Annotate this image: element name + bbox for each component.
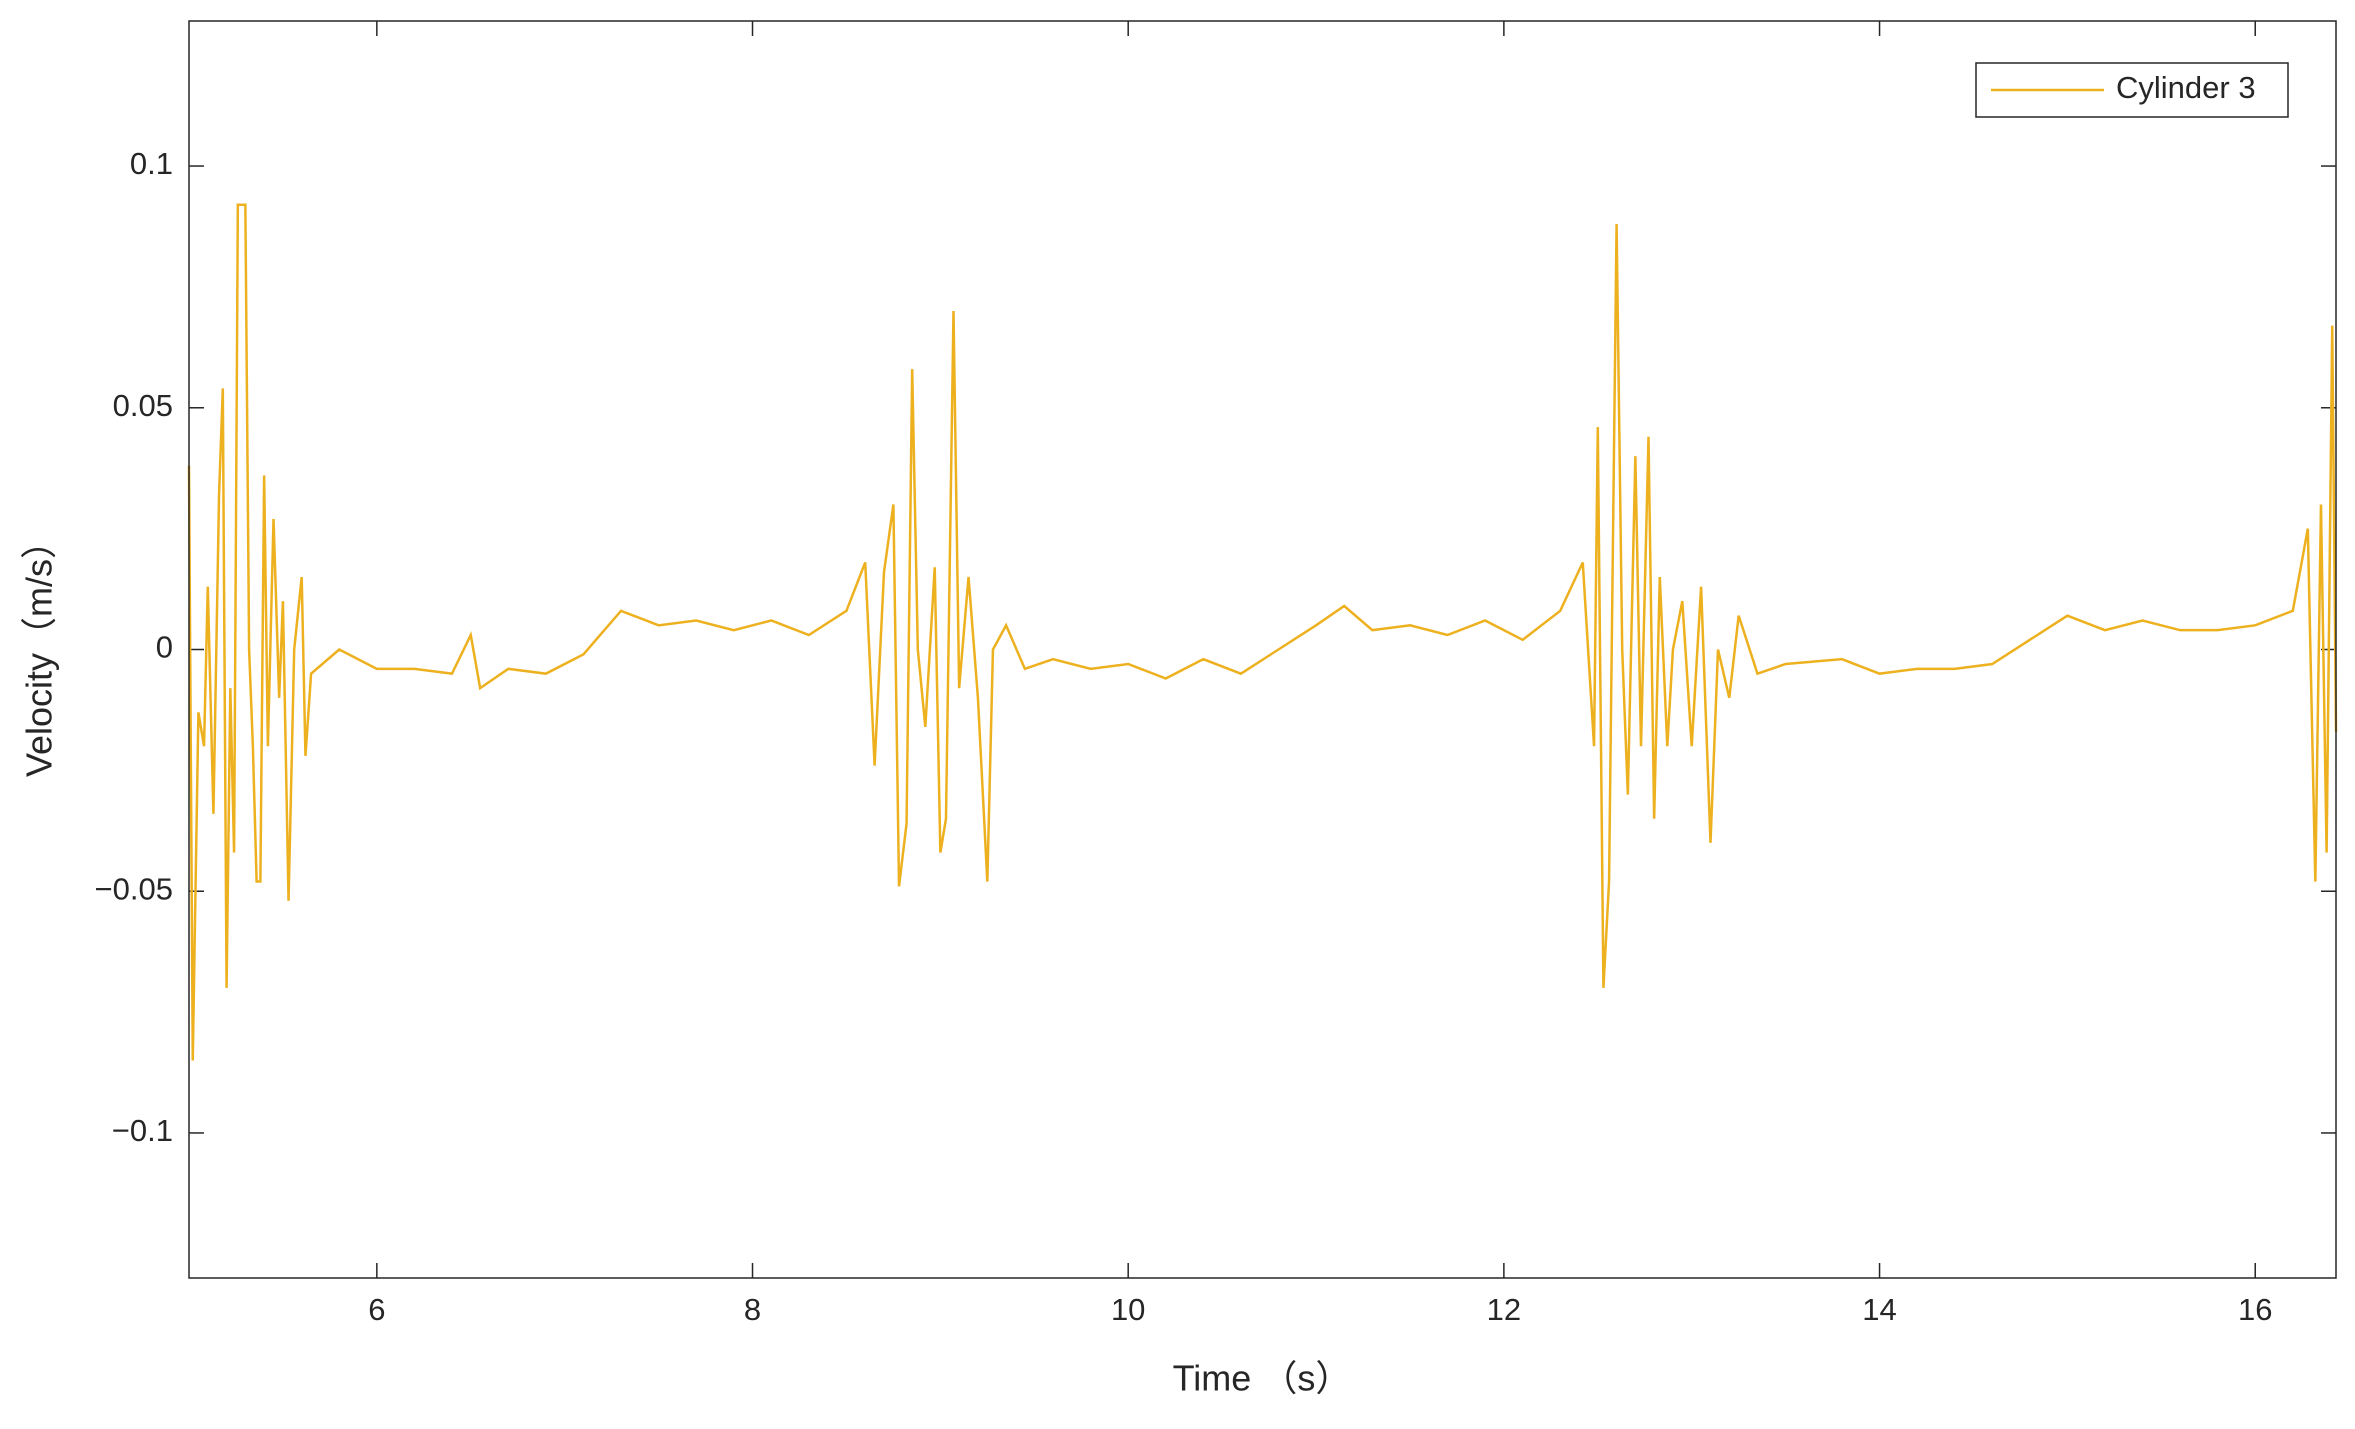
plot-frame — [188, 20, 2337, 1279]
data-line — [187, 203, 2338, 1061]
x-tick-label: 16 — [2238, 1292, 2272, 1327]
y-tick-label: −0.05 — [95, 871, 173, 906]
x-tick-label: 6 — [368, 1292, 385, 1327]
x-tick-label: 14 — [1862, 1292, 1896, 1327]
x-tick-label: 10 — [1111, 1292, 1145, 1327]
x-tick-label: 12 — [1487, 1292, 1521, 1327]
y-tick-label: 0.1 — [130, 146, 173, 181]
y-axis-label: Velocity（m/s） — [19, 523, 60, 777]
y-tick-label: −0.1 — [112, 1113, 173, 1148]
x-axis-label: Time （s） — [1173, 1358, 1352, 1399]
y-tick-label: 0.05 — [113, 388, 173, 423]
legend-label: Cylinder 3 — [2116, 70, 2256, 105]
x-tick-label: 8 — [744, 1292, 761, 1327]
y-tick-label: 0 — [156, 630, 173, 665]
